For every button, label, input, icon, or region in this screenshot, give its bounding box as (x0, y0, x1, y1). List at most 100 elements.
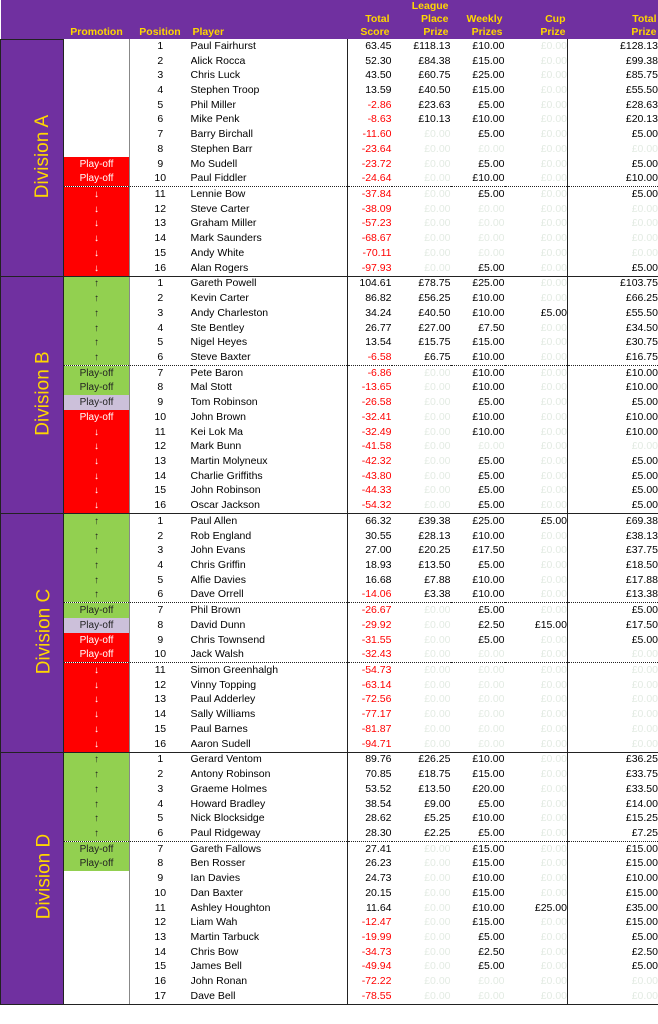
total-prize: £5.00 (567, 468, 658, 484)
promotion-cell: Play-off (63, 602, 130, 619)
total-score: -23.72 (347, 156, 392, 172)
table-row: ↑ 4 Ste Bentley 26.77 £27.00 £7.50 £0.00 £34.50 (1, 320, 658, 336)
table-row: ↑ 3 Graeme Holmes 53.52 £13.50 £20.00 £0.00 £33… (1, 781, 658, 797)
arrow-up-icon: ↑ (63, 291, 130, 306)
league-place-prize: £18.75 (418, 768, 451, 781)
total-prize: £103.75 (567, 276, 658, 292)
position-cell: 6 (129, 350, 191, 366)
arrow-up-icon: ↑ (63, 826, 130, 842)
player-name: Martin Molyneux (190, 454, 268, 467)
total-prize: £55.50 (567, 83, 658, 98)
total-score: 53.52 (347, 781, 392, 797)
weekly-prizes: £10.00 (472, 812, 505, 825)
cup-prize: £0.00 (504, 826, 568, 842)
weekly-prizes: £5.00 (478, 157, 505, 170)
position-cell: 2 (157, 54, 164, 67)
cup-prize: £0.00 (540, 945, 567, 958)
player-name: Aaron Sudell (190, 736, 348, 753)
player-name: Mike Penk (190, 113, 240, 126)
table-row: ↑ 6 Steve Baxter -6.58 £6.75 £10.00 £0.00 £16.7… (1, 350, 658, 366)
table-row: Play-off 9 Chris Townsend -31.55 £0.00 £5.00 £… (1, 632, 658, 648)
league-place-prize: £40.50 (418, 306, 451, 319)
arrow-down-icon: ↓ (63, 216, 130, 232)
total-score: -68.67 (347, 231, 392, 247)
position-cell: 11 (154, 188, 166, 201)
weekly-prizes: £5.00 (478, 559, 505, 572)
total-score: 26.77 (347, 320, 392, 336)
position-cell: 14 (154, 232, 167, 245)
weekly-prizes: £0.00 (478, 678, 505, 691)
position-cell: 4 (157, 84, 164, 97)
position-cell: 14 (154, 469, 167, 482)
cup-prize: £25.00 (534, 901, 567, 914)
position-cell: 13 (154, 454, 167, 467)
arrow-down-icon: ↓ (63, 246, 130, 261)
cup-prize: £0.00 (540, 872, 567, 885)
division-label: Division B (0, 275, 64, 514)
player-name: Barry Birchall (190, 128, 253, 141)
arrow-up-icon: ↑ (63, 558, 130, 573)
total-prize: £5.00 (567, 186, 658, 202)
arrow-up-icon: ↑ (63, 752, 130, 768)
promotion-cell (63, 989, 130, 1005)
weekly-prizes: £15.00 (472, 842, 505, 855)
league-place-prize: £27.00 (418, 321, 451, 334)
weekly-prizes: £15.00 (472, 768, 505, 781)
league-place-prize: £9.00 (424, 797, 451, 810)
table-row: ↑ 2 Kevin Carter 86.82 £56.25 £10.00 £0.00 £66.… (1, 291, 658, 306)
promotion-cell (63, 871, 130, 886)
weekly-prizes: £5.00 (450, 498, 505, 515)
league-place-prize: £0.00 (424, 381, 451, 394)
player-name: Paul Allen (190, 514, 238, 527)
total-prize: £128.13 (567, 39, 658, 54)
player-name: Nick Blocksidge (190, 812, 265, 825)
arrow-up-icon: ↑ (63, 276, 130, 292)
total-score: -54.73 (347, 662, 392, 678)
total-prize: £0.00 (567, 974, 658, 989)
player-name: Paul Fairhurst (190, 39, 256, 52)
arrow-down-icon: ↓ (63, 186, 130, 202)
league-place-prize: £0.00 (424, 484, 451, 497)
player-name: Liam Wah (190, 916, 238, 929)
player-name: Chris Bow (190, 945, 239, 958)
league-place-prize: £0.00 (424, 618, 451, 631)
total-prize: £13.38 (567, 587, 658, 604)
league-place-prize: £0.00 (424, 157, 451, 170)
league-place-prize: £0.00 (424, 916, 451, 929)
total-score: 26.23 (347, 856, 392, 872)
league-place-prize: £40.50 (418, 84, 451, 97)
position-cell: 15 (154, 722, 167, 735)
total-prize: £36.25 (567, 752, 658, 768)
league-place-prize: £2.25 (391, 826, 451, 842)
position-cell: 3 (157, 69, 164, 82)
player-name: Steve Carter (190, 202, 250, 215)
total-score: -13.65 (347, 380, 392, 396)
total-prize: £18.50 (567, 558, 658, 573)
weekly-prizes: £5.00 (478, 604, 505, 617)
total-score: 16.68 (347, 572, 392, 588)
weekly-prizes: £15.00 (472, 886, 505, 899)
cup-prize: £0.00 (540, 113, 567, 126)
league-place-prize: £0.00 (391, 260, 451, 277)
total-prize: £5.00 (567, 959, 658, 975)
total-score: 11.64 (347, 900, 392, 916)
league-place-prize: £0.00 (424, 960, 451, 973)
league-place-prize: £0.00 (424, 975, 451, 988)
promotion-cell (63, 944, 130, 960)
position-cell: 8 (157, 618, 164, 631)
position-cell: 4 (157, 559, 164, 572)
total-score: 38.54 (347, 796, 392, 812)
total-score: -2.86 (347, 97, 392, 113)
total-prize: £10.00 (567, 409, 658, 425)
cup-prize: £0.00 (540, 842, 567, 855)
weekly-prizes: £10.00 (450, 350, 505, 366)
total-score: 20.15 (347, 885, 392, 901)
total-score: -26.58 (347, 395, 392, 410)
total-score: -72.22 (347, 974, 392, 989)
total-score: -37.84 (347, 186, 392, 202)
league-place-prize: £6.75 (391, 350, 451, 366)
promotion-cell (63, 112, 130, 128)
league-place-prize: £28.13 (418, 529, 451, 542)
total-score: -24.64 (347, 171, 392, 188)
league-place-prize: £0.00 (424, 857, 451, 870)
